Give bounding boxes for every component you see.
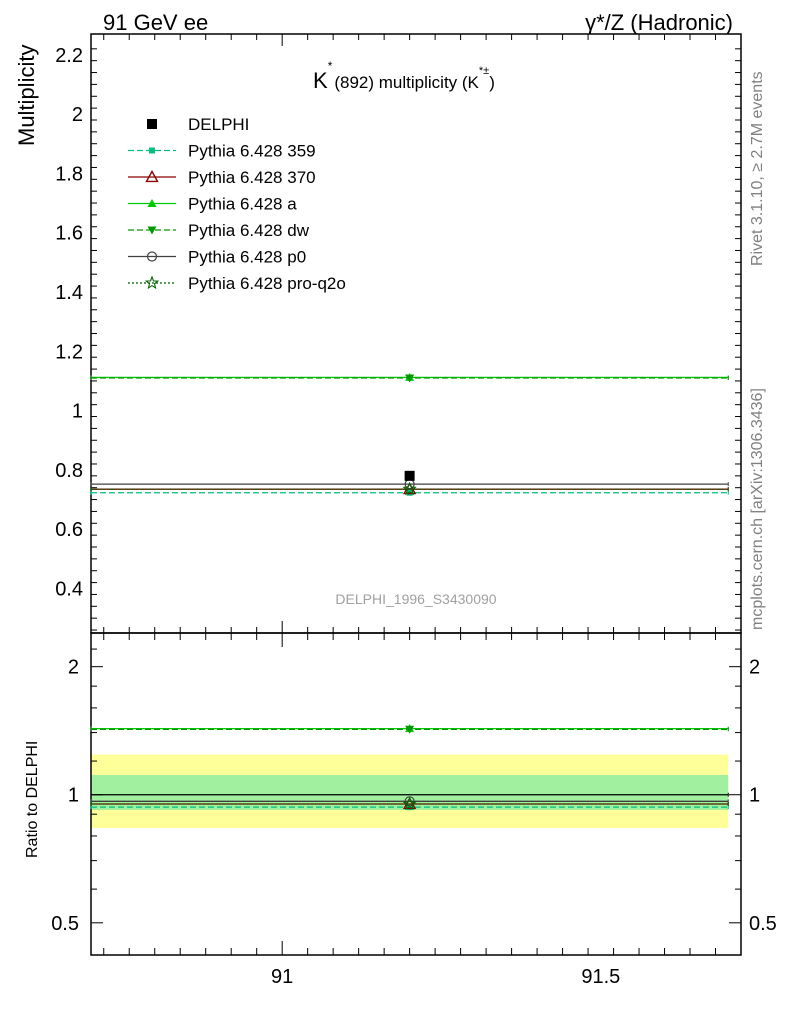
series-pq2o-line — [90, 487, 729, 492]
main-y-tick-label: 2 — [72, 104, 83, 126]
main-y-tick-label: 1.8 — [55, 163, 83, 185]
x-tick-label: 91.5 — [581, 966, 620, 988]
main-y-tick-label: 2.2 — [55, 45, 83, 67]
legend-pp0-marker — [146, 251, 158, 262]
ratio-pq2o-point — [402, 796, 417, 811]
legend-p370-label: Pythia 6.428 370 — [188, 168, 316, 187]
ratio-y-tick-label-right: 2 — [749, 657, 760, 679]
legend-pq2o-marker — [144, 275, 160, 290]
x-tick-label: 91 — [271, 966, 293, 988]
legend-pa-marker — [147, 199, 157, 207]
ratio-plot-panel: 0.5 0.5 1 1 2 2 91 91.5 — [51, 632, 777, 988]
legend-pdw-label: Pythia 6.428 dw — [188, 221, 310, 240]
ratio-y-tick-label-right: 1 — [749, 785, 760, 807]
main-y-tick-label: 1.4 — [55, 282, 83, 304]
plot-title: K*(892) multiplicity (K*±) — [313, 59, 495, 93]
header-energy-label: 91 GeV ee — [103, 10, 208, 35]
series-p359-point — [406, 489, 413, 496]
plot-title-close: ) — [489, 73, 495, 92]
plot-title-mass: (892) multiplicity (K — [334, 73, 479, 92]
ratio-pq2o-line — [90, 802, 729, 807]
rivet-version-label: Rivet 3.1.10, ≥ 2.7M events — [749, 71, 766, 266]
ratio-reference-line — [90, 792, 729, 797]
main-y-tick-label: 1.2 — [55, 341, 83, 363]
legend-pdw-marker — [147, 226, 157, 235]
plot-title-sup: *± — [479, 65, 489, 77]
legend-p359-label: Pythia 6.428 359 — [188, 142, 316, 161]
series-pdw-point — [405, 374, 415, 383]
legend: DELPHI Pythia 6.428 359 Pythia 6.428 370 Py… — [128, 115, 346, 293]
main-y-tick-label: 1 — [72, 401, 83, 423]
main-y-tick-label: 0.4 — [55, 579, 83, 601]
ratio-y-tick-label-left: 2 — [68, 657, 79, 679]
ratio-y-tick-label-left: 1 — [68, 785, 79, 807]
main-y-axis-title: Multiplicity — [14, 45, 39, 146]
ratio-pdw-point — [405, 725, 415, 734]
plot-title-k: K — [313, 68, 328, 93]
legend-pq2o-label: Pythia 6.428 pro-q2o — [188, 274, 346, 293]
main-y-tick-label: 0.6 — [55, 519, 83, 541]
legend-pp0-label: Pythia 6.428 p0 — [188, 248, 306, 267]
legend-pa-label: Pythia 6.428 a — [188, 195, 297, 214]
data-point — [404, 470, 415, 481]
main-y-tick-label: 1.6 — [55, 223, 83, 245]
ratio-y-axis-title: Ratio to DELPHI — [24, 741, 41, 858]
legend-data-label: DELPHI — [188, 115, 249, 134]
analysis-watermark: DELPHI_1996_S3430090 — [335, 591, 496, 607]
header-process-label: γ*/Z (Hadronic) — [585, 10, 733, 35]
main-y-tick-label: 0.8 — [55, 460, 83, 482]
legend-p370-marker — [145, 170, 159, 183]
plot-title-star: * — [328, 59, 333, 73]
series-pq2o-point — [402, 481, 417, 496]
ratio-y-tick-label-right: 0.5 — [749, 913, 777, 935]
legend-data-marker — [147, 119, 157, 129]
mcplots-label: mcplots.cern.ch [arXiv:1306.3436] — [749, 388, 766, 630]
ratio-y-tick-label-left: 0.5 — [51, 913, 79, 935]
main-plot-panel: 0.4 0.6 0.8 1 1.2 1.4 1.6 1.8 2 2.2 — [55, 33, 742, 634]
legend-p359-marker — [149, 147, 155, 154]
